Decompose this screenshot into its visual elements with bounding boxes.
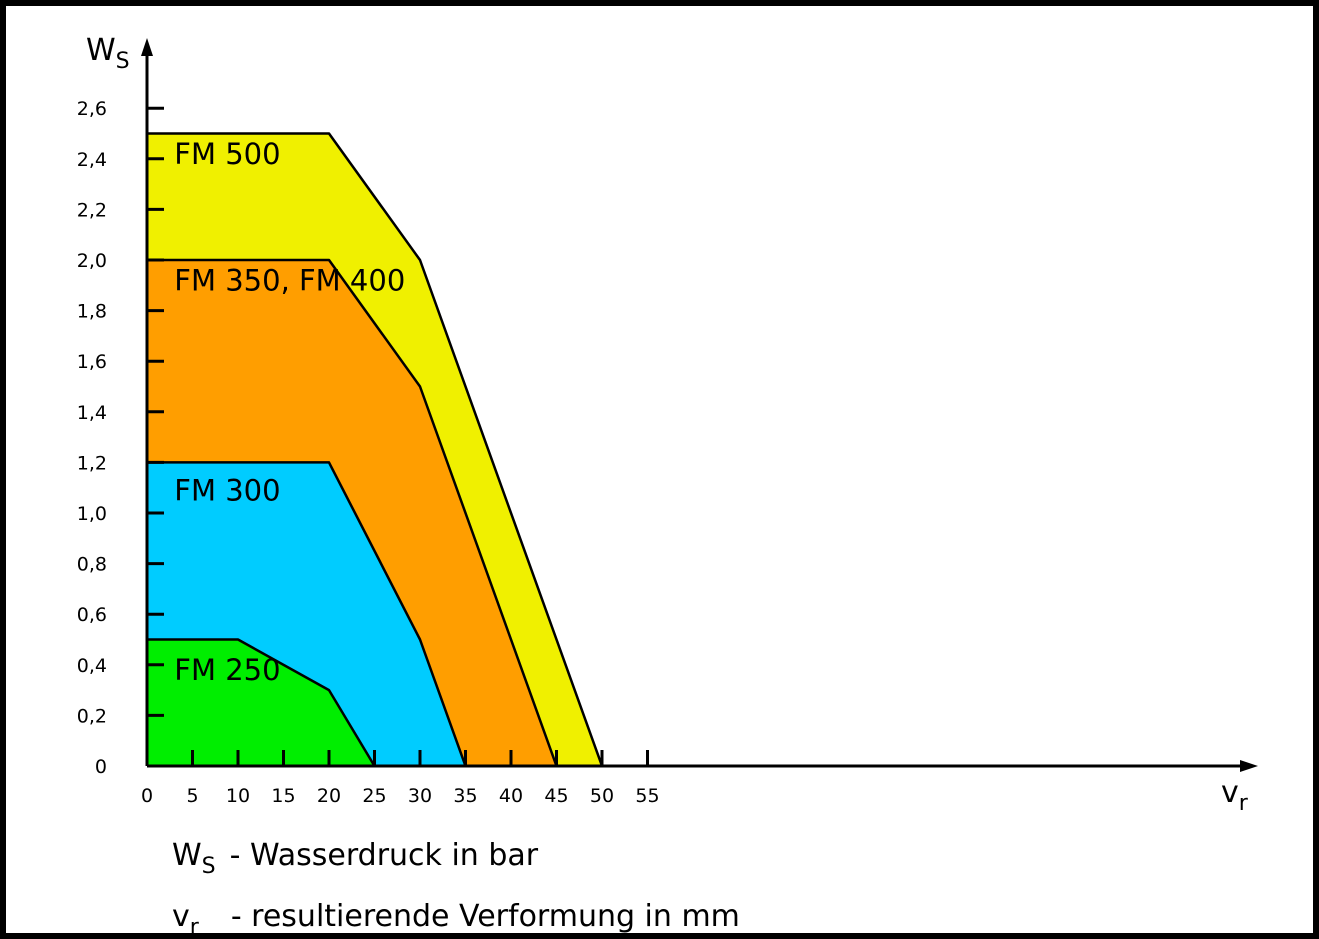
boundary-fm-350-fm-400 [147, 258, 558, 767]
y-tick-label: 2,6 [77, 98, 107, 120]
y-tick-label: 0 [95, 756, 107, 778]
region-label-fm-500: FM 500 [174, 137, 280, 171]
x-tick-label: 20 [317, 785, 341, 807]
x-tick-label: 25 [362, 785, 386, 807]
y-tick-label: 0,4 [77, 655, 107, 677]
region-fm-250 [147, 639, 375, 766]
y-ticks: 0 0,2 0,4 0,6 0,8 1,0 1,2 1,4 1,6 1,8 2,0 2,2 2,4 2,6 [77, 98, 164, 778]
region-labels: FM 500 FM 350, FM 400 FM 300 FM 250 [174, 137, 405, 687]
x-tick-label: 45 [544, 785, 568, 807]
x-ticks: 0 5 10 15 20 25 30 35 40 45 50 55 [141, 750, 660, 807]
region-label-fm-300: FM 300 [174, 473, 280, 507]
y-tick-label: 2,2 [77, 199, 107, 221]
boundary-fm-500 [147, 132, 604, 767]
y-tick-label: 2,0 [77, 250, 107, 272]
x-tick-label: 35 [453, 785, 477, 807]
x-tick-label: 40 [499, 785, 523, 807]
y-tick-label: 0,2 [77, 705, 107, 727]
x-tick-label: 10 [226, 785, 250, 807]
x-tick-label: 5 [186, 785, 198, 807]
y-tick-label: 1,8 [77, 301, 107, 323]
x-tick-label: 30 [408, 785, 432, 807]
boundary-fm-300 [147, 461, 467, 767]
y-tick-label: 0,8 [77, 554, 107, 576]
region-label-fm-250: FM 250 [174, 653, 280, 687]
y-axis-title: WS [86, 33, 130, 74]
y-tick-label: 1,6 [77, 351, 107, 373]
boundary-fm-250 [147, 638, 376, 767]
legend: WS - Wasserdruck in bar vr - resultierende… [172, 838, 740, 939]
y-tick-label: 1,2 [77, 452, 107, 474]
y-axis-arrow [141, 38, 153, 56]
y-tick-label: 1,4 [77, 402, 107, 424]
region-label-fm-350-fm-400: FM 350, FM 400 [174, 263, 405, 297]
x-tick-label: 55 [635, 785, 659, 807]
x-axis-title: vr [1221, 775, 1249, 816]
regions [147, 133, 602, 766]
y-tick-label: 2,4 [77, 149, 107, 171]
pressure-deformation-chart: FM 500 FM 350, FM 400 FM 300 FM 250 0 0,2 0,4… [77, 33, 1258, 939]
x-axis-arrow [1240, 760, 1258, 772]
y-tick-label: 0,6 [77, 604, 107, 626]
x-tick-label: 50 [590, 785, 614, 807]
x-tick-label: 0 [141, 785, 153, 807]
legend-item-deformation: vr - resultierende Verformung in mm [172, 899, 740, 939]
legend-item-pressure: WS - Wasserdruck in bar [172, 838, 539, 879]
y-tick-label: 1,0 [77, 503, 107, 525]
x-tick-label: 15 [271, 785, 295, 807]
region-outlines [147, 132, 604, 767]
